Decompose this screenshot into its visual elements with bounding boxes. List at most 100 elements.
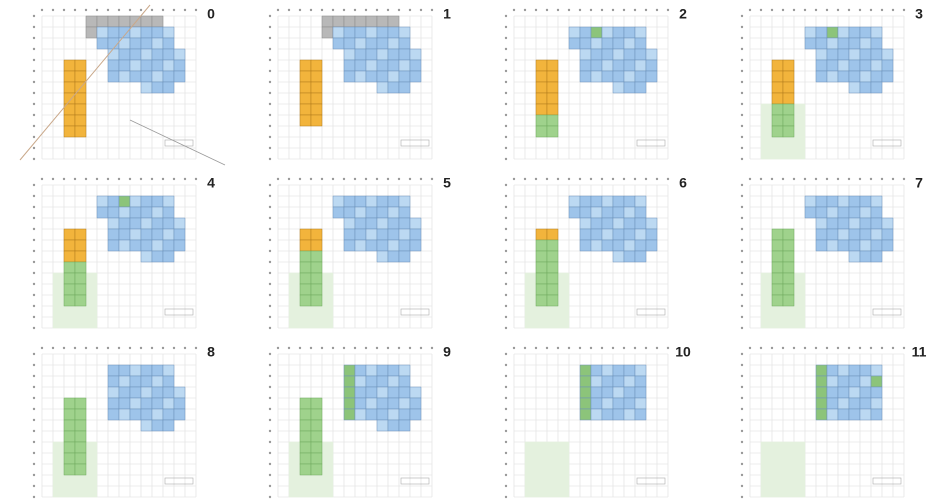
grid-dot — [33, 353, 35, 355]
grid-dot — [892, 9, 894, 11]
phase-block — [536, 60, 547, 71]
phase-block — [536, 82, 547, 93]
grid-dot — [33, 103, 35, 105]
new-block — [602, 27, 613, 38]
grid-dot — [431, 347, 433, 349]
cleared-area — [783, 453, 794, 464]
cleared-area — [289, 442, 300, 453]
grid-dot — [634, 178, 636, 180]
grid-dot — [33, 125, 35, 127]
new-block — [399, 27, 410, 38]
cleared-area — [761, 486, 772, 497]
new-block — [613, 49, 624, 60]
grid-dot — [33, 250, 35, 252]
grid-dot — [612, 178, 614, 180]
plan-panel: 9 — [269, 344, 451, 498]
phase-block — [75, 229, 86, 240]
new-block — [141, 71, 152, 82]
grid-dot — [107, 347, 109, 349]
grid-dot — [741, 294, 743, 296]
cleared-area — [525, 273, 536, 284]
grid-dot — [667, 178, 669, 180]
new-block — [635, 240, 646, 251]
grid-dot — [33, 206, 35, 208]
new-block — [108, 60, 119, 71]
existing-block — [141, 16, 152, 27]
grid-dot — [804, 178, 806, 180]
cleared-area — [311, 486, 322, 497]
new-block — [119, 398, 130, 409]
new-block — [152, 71, 163, 82]
new-block — [827, 409, 838, 420]
new-block — [152, 376, 163, 387]
plan-panel: 6 — [505, 175, 687, 329]
new-block — [141, 398, 152, 409]
new-block — [119, 229, 130, 240]
green-block — [344, 376, 355, 387]
grid-dot — [33, 158, 35, 160]
new-block — [355, 38, 366, 49]
cleared-area — [289, 453, 300, 464]
cleared-area — [761, 104, 772, 115]
grid-dot — [667, 9, 669, 11]
green-block — [772, 284, 783, 295]
new-block — [141, 240, 152, 251]
phase-block — [300, 229, 311, 240]
new-block — [130, 240, 141, 251]
grid-dot — [33, 228, 35, 230]
new-block — [355, 207, 366, 218]
grid-dot — [151, 347, 153, 349]
new-block — [580, 218, 591, 229]
grid-dot — [129, 347, 131, 349]
new-block — [624, 229, 635, 240]
phase-block — [311, 240, 322, 251]
grid-dot — [33, 81, 35, 83]
grid-dot — [645, 347, 647, 349]
grid-dot — [741, 250, 743, 252]
cleared-area — [547, 453, 558, 464]
cleared-area — [86, 464, 97, 475]
grid-dot — [376, 178, 378, 180]
grid-dot — [741, 386, 743, 388]
new-block — [399, 196, 410, 207]
new-block — [377, 60, 388, 71]
panel-label: 4 — [207, 175, 215, 191]
grid-dot — [33, 375, 35, 377]
phase-block — [64, 240, 75, 251]
green-block — [75, 453, 86, 464]
grid-dot — [645, 9, 647, 11]
grid-dot — [129, 9, 131, 11]
green-block — [300, 251, 311, 262]
grid-dot — [505, 327, 507, 329]
new-block — [838, 229, 849, 240]
new-block — [377, 82, 388, 93]
grid-dot — [505, 206, 507, 208]
new-block — [366, 229, 377, 240]
green-block — [300, 398, 311, 409]
green-block — [816, 387, 827, 398]
grid-dot — [741, 125, 743, 127]
panel-label: 2 — [679, 6, 687, 22]
cleared-area — [289, 295, 300, 306]
new-block — [816, 49, 827, 60]
grid-dot — [505, 158, 507, 160]
cleared-area — [558, 475, 569, 486]
grid-dot — [129, 178, 131, 180]
new-block — [624, 387, 635, 398]
green-block — [64, 273, 75, 284]
new-block — [838, 387, 849, 398]
grid-dot — [804, 347, 806, 349]
new-block — [130, 38, 141, 49]
green-block — [536, 284, 547, 295]
grid-dot — [365, 347, 367, 349]
grid-dot — [505, 125, 507, 127]
new-block — [871, 409, 882, 420]
grid-dot — [741, 463, 743, 465]
new-block — [152, 398, 163, 409]
phase-block — [783, 93, 794, 104]
grid-dot — [269, 463, 271, 465]
cleared-area — [558, 284, 569, 295]
new-block — [838, 196, 849, 207]
grid-dot — [557, 178, 559, 180]
grid-dot — [269, 496, 271, 498]
